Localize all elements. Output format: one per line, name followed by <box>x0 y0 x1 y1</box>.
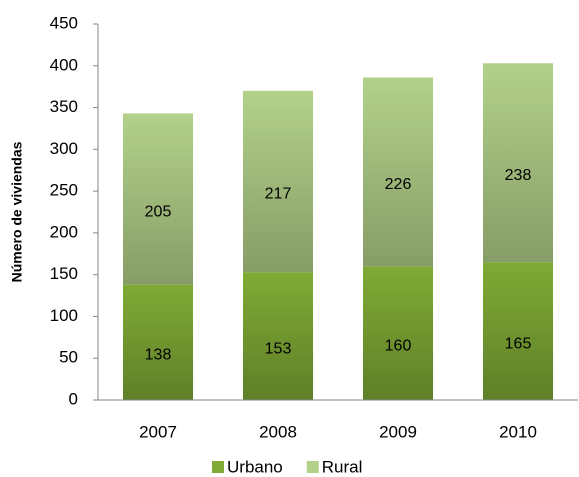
bar-shading <box>243 90 313 273</box>
y-tick-label: 200 <box>50 222 78 241</box>
y-tick-label: 0 <box>69 389 78 408</box>
legend-swatch <box>306 461 319 473</box>
y-tick-label: 50 <box>59 348 78 367</box>
legend-swatch <box>212 461 224 473</box>
y-tick-label: 450 <box>50 13 78 32</box>
data-label: 138 <box>145 347 172 364</box>
bar-shading <box>123 284 193 400</box>
bar-shading <box>243 272 313 400</box>
bar-shading <box>483 63 553 263</box>
data-label: 153 <box>265 340 292 357</box>
bar-shading <box>123 113 193 285</box>
y-tick-label: 100 <box>50 306 78 325</box>
data-label: 205 <box>145 203 172 220</box>
y-tick-label: 250 <box>50 181 78 200</box>
data-label: 165 <box>505 335 532 352</box>
y-tick-label: 350 <box>50 97 78 116</box>
data-label: 238 <box>505 167 532 184</box>
bar-shading <box>483 262 553 400</box>
legend-label: Urbano <box>227 457 283 476</box>
y-axis-label: Número de viviendas <box>9 141 25 282</box>
x-tick-label: 2009 <box>379 422 417 441</box>
data-label: 160 <box>385 337 412 354</box>
data-label: 217 <box>265 186 292 203</box>
bar-shading <box>363 77 433 267</box>
data-label: 226 <box>385 176 412 193</box>
y-tick-label: 400 <box>50 55 78 74</box>
bar-shading <box>363 266 433 400</box>
x-tick-label: 2007 <box>139 422 177 441</box>
legend-label: Rural <box>322 457 363 476</box>
x-tick-label: 2010 <box>499 422 537 441</box>
x-tick-label: 2008 <box>259 422 297 441</box>
y-tick-label: 150 <box>50 264 78 283</box>
y-tick-label: 300 <box>50 139 78 158</box>
